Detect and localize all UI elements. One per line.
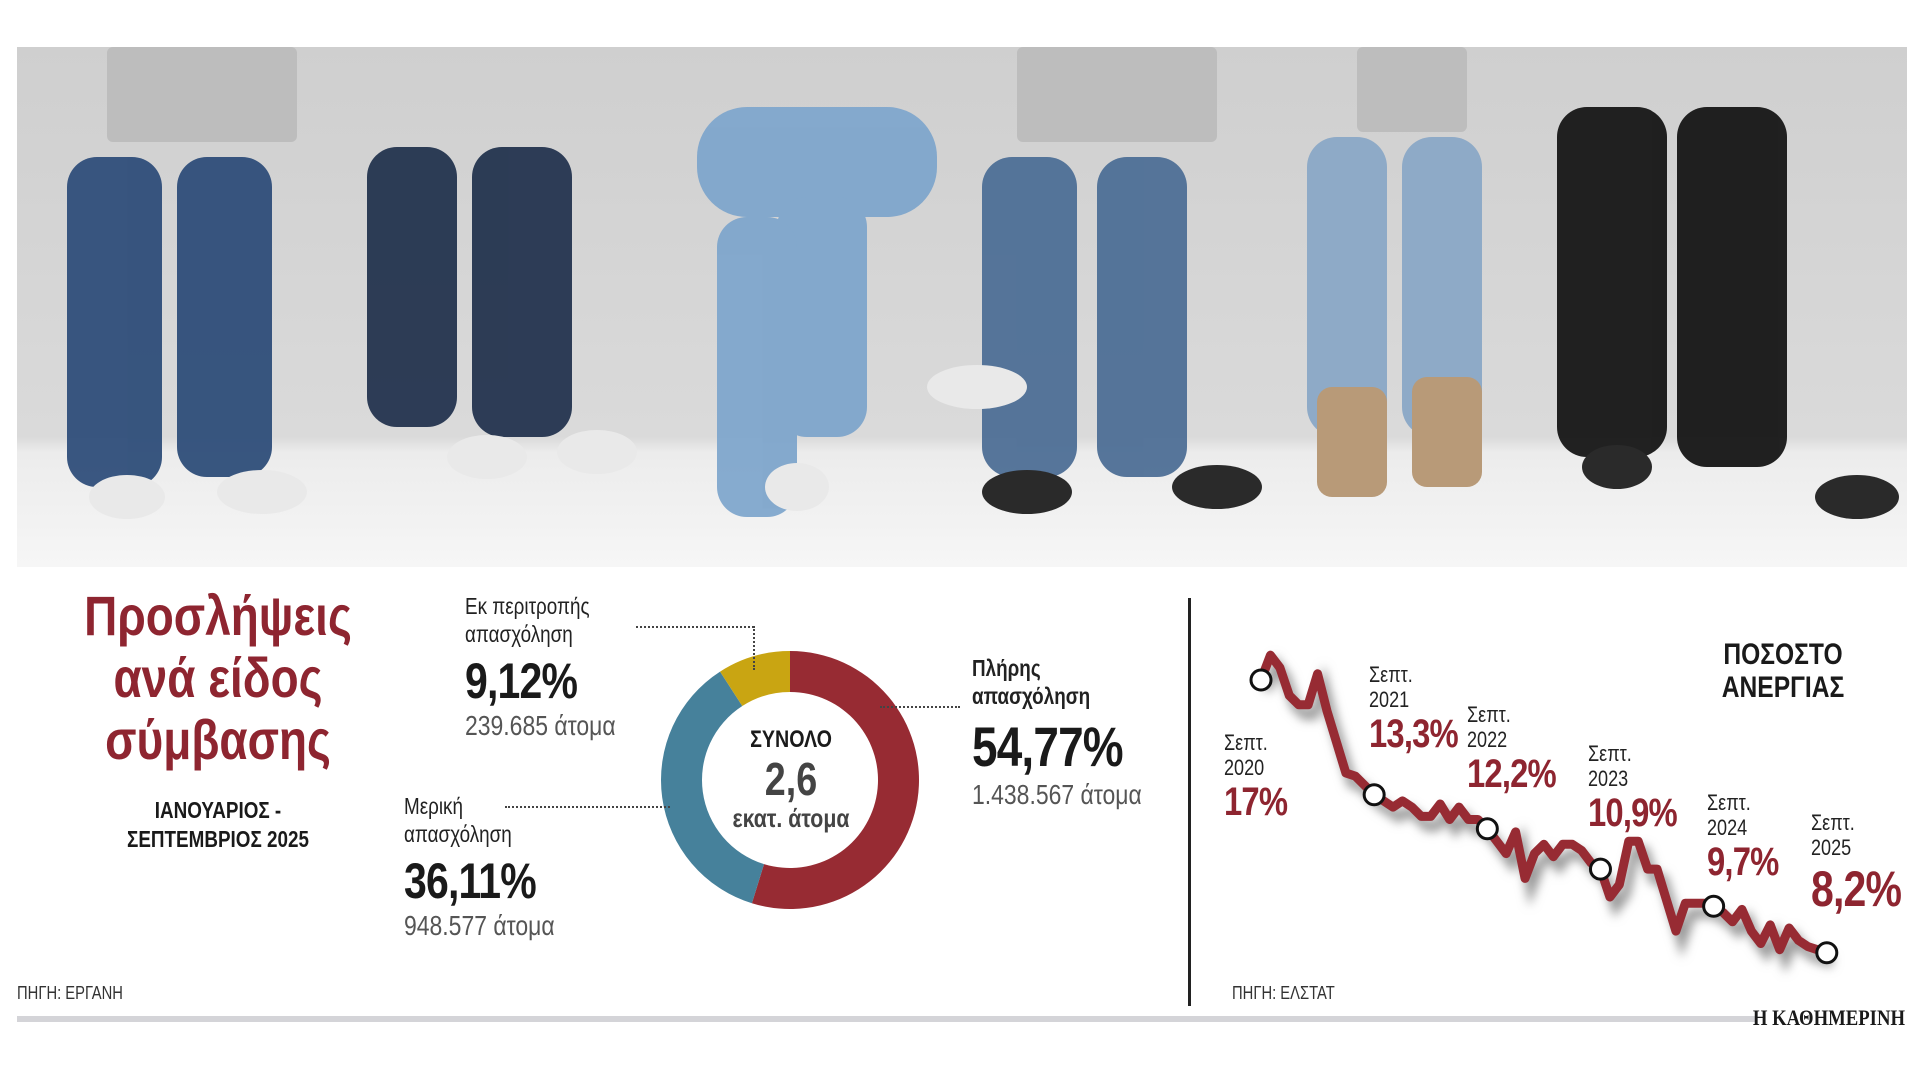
donut-slice	[661, 671, 765, 904]
slice-percent: 54,77%	[972, 715, 1124, 778]
slice-label: απασχόληση	[404, 821, 512, 847]
annotation-year: 2024	[1707, 815, 1748, 840]
point-annotation: Σεπτ. 2021 13,3%	[1369, 662, 1459, 757]
donut-center-value: 2,6	[764, 753, 818, 805]
point-marker	[1702, 894, 1726, 918]
point-marker	[1475, 817, 1499, 841]
donut-slice	[751, 651, 919, 909]
annotation-year: 2020	[1224, 755, 1265, 780]
title-line: ΑΝΕΡΓΙΑΣ	[1721, 671, 1845, 704]
annotation-value: 10,9%	[1588, 791, 1678, 835]
period-line: ΣΕΠΤΕΜΒΡΙΟΣ 2025	[127, 826, 309, 852]
point-annotation: Σεπτ. 2024 9,7%	[1707, 790, 1779, 885]
slice-percent: 36,11%	[404, 853, 537, 909]
title-line: ανά είδος	[113, 646, 323, 709]
donut-center-unit: εκατ. άτομα	[732, 803, 850, 833]
slice-percent: 9,12%	[465, 653, 578, 709]
source-right: ΠΗΓΗ: ΕΛΣΤΑΤ	[1232, 983, 1335, 1003]
annotation-month: Σεπτ.	[1467, 702, 1511, 727]
donut-chart	[661, 651, 919, 909]
panel-divider	[1188, 598, 1191, 1006]
annotation-year: 2021	[1369, 687, 1410, 712]
point-annotation: Σεπτ. 2023 10,9%	[1588, 741, 1678, 836]
point-marker	[1249, 668, 1273, 692]
annotation-value: 8,2%	[1811, 861, 1902, 917]
annotation-month: Σεπτ.	[1224, 730, 1268, 755]
title-line: Προσλήψεις	[84, 584, 352, 647]
slice-count: 1.438.567 άτομα	[972, 779, 1142, 810]
annotation-value: 12,2%	[1467, 752, 1557, 796]
footer-rule	[17, 1016, 1757, 1022]
source-left: ΠΗΓΗ: ΕΡΓΑΝΗ	[17, 983, 123, 1003]
slice-label: Εκ περιτροπής	[465, 593, 590, 619]
title-line: ΠΟΣΟΣΤΟ	[1723, 638, 1843, 671]
unemployment-line	[1256, 650, 1829, 958]
slice-count: 948.577 άτομα	[404, 910, 555, 941]
slice-label: Πλήρης	[972, 655, 1041, 681]
part-label-block: Μερική απασχόληση 36,11% 948.577 άτομα	[404, 792, 555, 942]
point-marker	[1588, 857, 1612, 881]
leader-line	[753, 626, 755, 670]
point-annotation: Σεπτ. 2025 8,2%	[1811, 810, 1902, 918]
full-label-block: Πλήρης απασχόληση 54,77% 1.438.567 άτομα	[972, 654, 1142, 811]
period-line: ΙΑΝΟΥΑΡΙΟΣ -	[154, 797, 282, 823]
annotation-month: Σεπτ.	[1588, 741, 1632, 766]
slice-label: απασχόληση	[972, 683, 1091, 709]
annotation-year: 2023	[1588, 766, 1629, 791]
annotation-year: 2025	[1811, 835, 1852, 860]
leader-line	[636, 626, 754, 628]
annotation-value: 17%	[1224, 780, 1288, 824]
annotation-month: Σεπτ.	[1369, 662, 1413, 687]
annotation-year: 2022	[1467, 727, 1508, 752]
annotation-month: Σεπτ.	[1811, 810, 1855, 835]
rotation-label-block: Εκ περιτροπής απασχόληση 9,12% 239.685 ά…	[465, 592, 616, 742]
slice-count: 239.685 άτομα	[465, 710, 616, 741]
period-label: ΙΑΝΟΥΑΡΙΟΣ - ΣΕΠΤΕΜΒΡΙΟΣ 2025	[127, 796, 309, 854]
point-marker	[1362, 783, 1386, 807]
infographic-title: Προσλήψεις ανά είδος σύμβασης	[84, 585, 352, 771]
leader-line	[505, 806, 670, 808]
slice-label: απασχόληση	[465, 621, 573, 647]
donut-slice	[720, 651, 790, 707]
leader-line	[880, 706, 960, 708]
brand-logo: Η ΚΑΘΗΜΕΡΙΝΗ	[1752, 1005, 1905, 1030]
annotation-value: 13,3%	[1369, 712, 1459, 756]
line-chart-title: ΠΟΣΟΣΤΟ ΑΝΕΡΓΙΑΣ	[1722, 638, 1845, 704]
point-annotation: Σεπτ. 2020 17%	[1224, 730, 1288, 825]
donut-center-label: ΣΥΝΟΛΟ	[750, 726, 832, 753]
point-annotation: Σεπτ. 2022 12,2%	[1467, 702, 1557, 797]
slice-label: Μερική	[404, 793, 463, 819]
header-photo-people-sitting	[17, 47, 1907, 567]
title-line: σύμβασης	[105, 708, 331, 771]
annotation-month: Σεπτ.	[1707, 790, 1751, 815]
point-marker	[1815, 941, 1839, 965]
annotation-value: 9,7%	[1707, 840, 1779, 884]
